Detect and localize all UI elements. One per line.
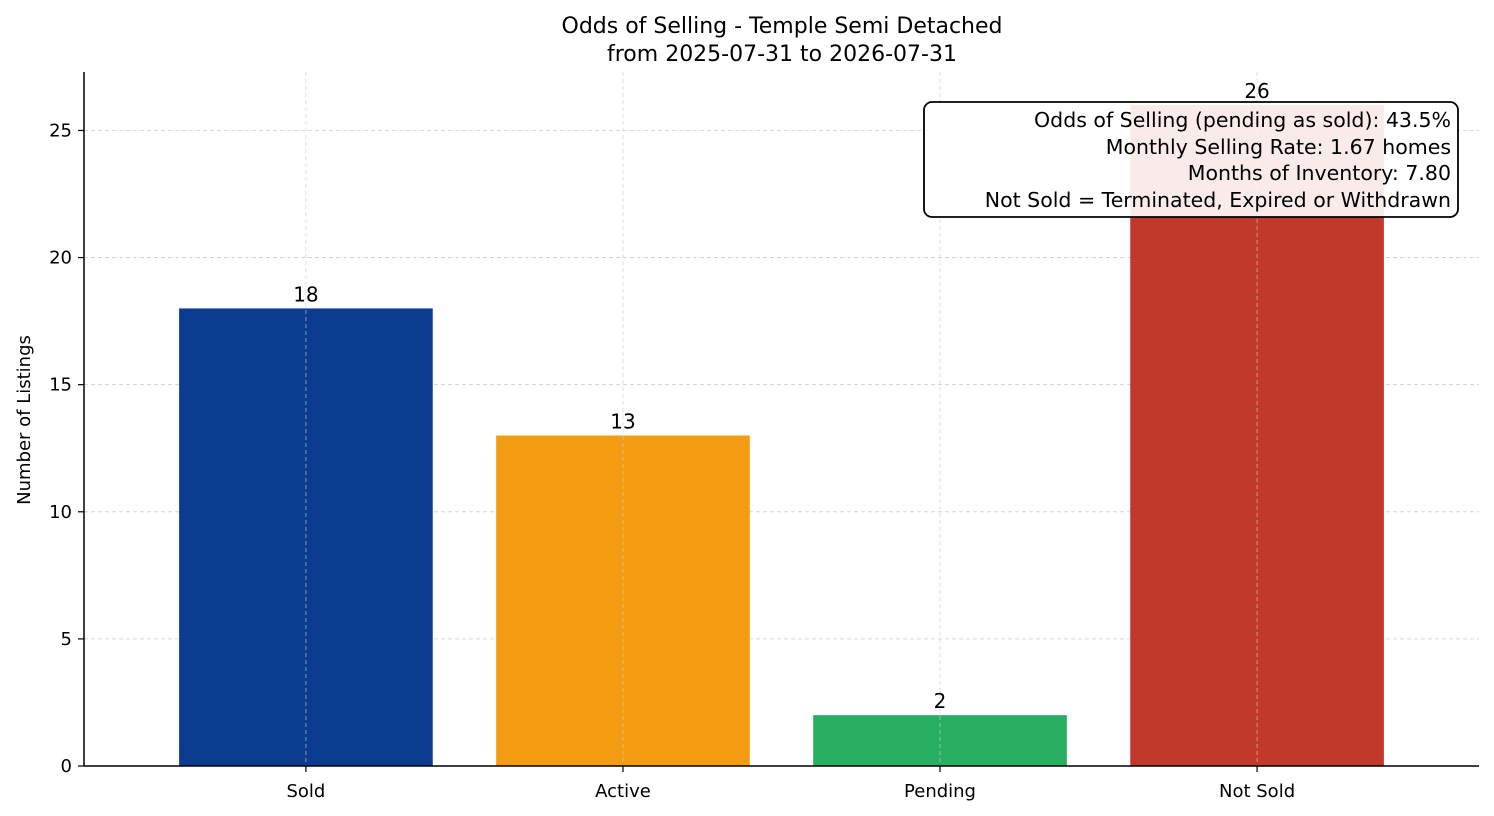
y-axis-label: Number of Listings xyxy=(14,335,35,505)
x-tick-label: Not Sold xyxy=(1219,781,1295,802)
axes-layer xyxy=(83,72,1479,767)
y-tick-label: 15 xyxy=(49,375,72,396)
y-tick-label: 0 xyxy=(61,756,72,777)
ticks-layer: 0 5 10 15 20 25 Sold Active Pending Not Sold xyxy=(49,120,1295,802)
data-labels-layer: 18 13 2 26 xyxy=(293,79,1270,713)
chart-subtitle: from 2025-07-31 to 2026-07-31 xyxy=(607,42,957,67)
data-label: 26 xyxy=(1244,79,1269,103)
annotation-frame xyxy=(923,101,1459,218)
data-label: 2 xyxy=(934,689,947,713)
annotation-line-rate: Monthly Selling Rate: 1.67 homes xyxy=(1106,135,1451,159)
chart-title: Odds of Selling - Temple Semi Detached xyxy=(562,14,1003,39)
y-tick-label: 5 xyxy=(61,629,72,650)
y-tick-label: 10 xyxy=(49,502,72,523)
annotation-line-note: Not Sold = Terminated, Expired or Withdr… xyxy=(985,188,1451,212)
data-label: 13 xyxy=(610,410,635,434)
annotation-line-odds: Odds of Selling (pending as sold): 43.5% xyxy=(1034,108,1451,132)
x-tick-label: Sold xyxy=(286,781,325,802)
x-tick-label: Active xyxy=(595,781,651,802)
y-tick-label: 25 xyxy=(49,120,72,141)
x-tick-label: Pending xyxy=(904,781,976,802)
annotation-line-inventory: Months of Inventory: 7.80 xyxy=(1188,161,1451,185)
y-tick-label: 20 xyxy=(49,248,72,269)
data-label: 18 xyxy=(293,282,318,306)
annotation-box: Odds of Selling (pending as sold): 43.5%… xyxy=(923,101,1459,218)
